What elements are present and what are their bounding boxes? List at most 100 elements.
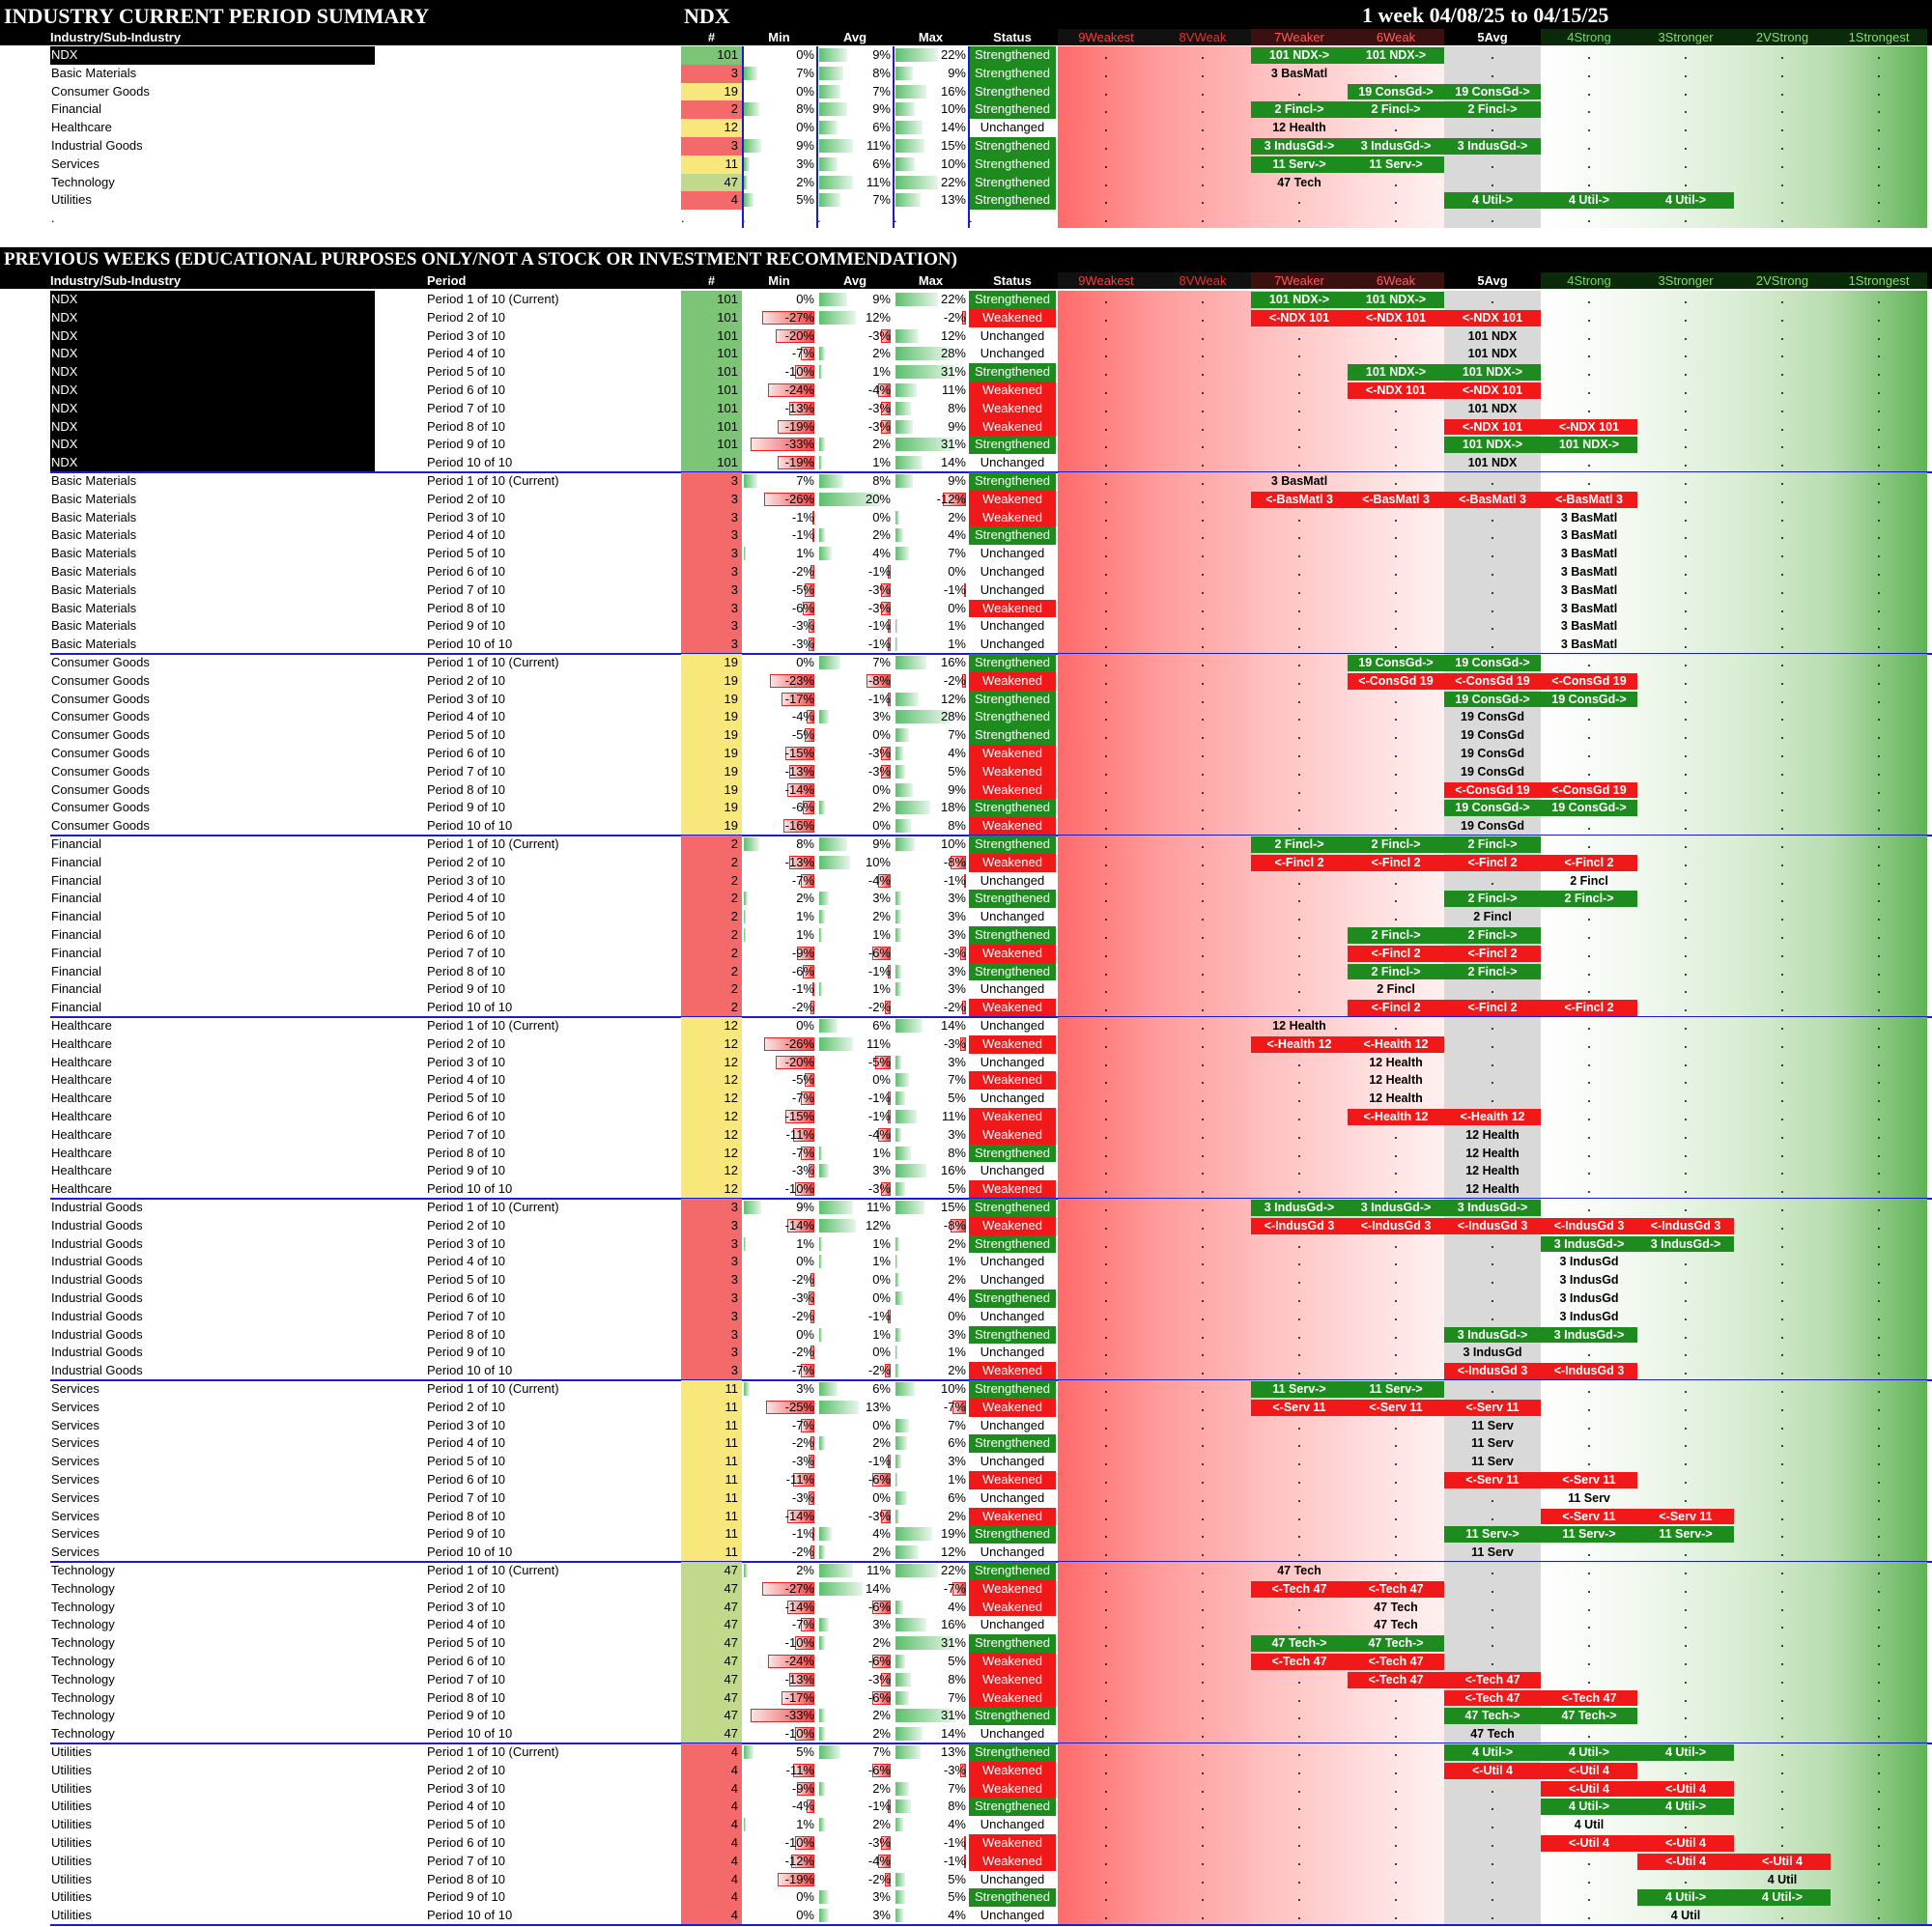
row-bucket-4: . [1348,581,1444,600]
avg-change-value: 6% [872,120,891,135]
row-bucket-label: . [1104,347,1108,361]
row-bucket-7: . [1637,1616,1734,1635]
row-bucket-6: <-Serv 11 [1541,1471,1637,1489]
row-bucket-9: . [1831,291,1927,309]
min-change-value: 1% [796,927,814,942]
max-change-bar [895,1073,909,1088]
row-bucket-label: 4 Util-> [1541,1744,1637,1761]
history-row: Consumer Goods Period 2 of 10 19 -23% -8% -2%… [0,671,1932,691]
max-change-value: 3% [948,1054,966,1069]
min-change-value: 5% [796,192,814,208]
max-change-value: 2% [948,1272,966,1288]
row-bucket-5: <-BasMatl 3 [1444,490,1541,509]
row-bucket-2: . [1154,1779,1251,1799]
row-bucket-6: . [1541,1034,1637,1054]
row-bucket-2: . [1154,1216,1251,1235]
row-bucket-label: . [1780,1672,1784,1686]
industry-name: Utilities [51,192,92,208]
row-bucket-1: . [1058,726,1154,745]
avg-change-bar [819,1909,829,1923]
row-bucket-label: . [1394,1291,1398,1305]
row-bucket-label: . [1104,1600,1108,1614]
row-bucket-label: . [1297,873,1301,888]
row-bucket-7: . [1637,1761,1734,1780]
avg-change-bar [819,1818,826,1832]
row-bucket-4: 2 Fincl-> [1348,926,1444,945]
status-badge: Strengthened [969,526,1056,546]
min-change-bar [789,401,814,415]
row-bucket-label: . [1587,1655,1591,1668]
industry-name: Basic Materials [51,564,137,579]
min-change-bar [783,819,814,834]
row-bucket-label: . [1780,84,1784,99]
min-change-bar [778,419,814,434]
row-bucket-7: . [1637,1653,1734,1671]
max-change: 1% [894,617,968,636]
row-bucket-9: . [1831,119,1927,137]
row-bucket-label: . [1201,1001,1205,1015]
row-bucket-label: . [1684,1490,1688,1505]
min-change-value: 1% [796,1235,814,1251]
row-bucket-label: . [1394,1818,1398,1832]
row-bucket-label: . [1684,1473,1688,1487]
row-bucket-3: . [1251,708,1348,727]
max-change-bar [964,1854,966,1868]
row-bucket-label: . [1491,1382,1494,1396]
industry-name: Financial [51,909,102,924]
industry-name: Utilities [51,1871,92,1886]
status-badge: Weakened [969,1598,1056,1617]
row-bucket-label: . [1104,1036,1108,1051]
previous-header-bucket-3: 7Weaker [1251,272,1348,289]
row-bucket-label: . [1491,212,1494,226]
row-bucket-label: . [1780,383,1784,397]
row-bucket-6: . [1541,1398,1637,1417]
industry-name: Healthcare [51,120,112,135]
min-change-bar [795,365,814,380]
status-badge: Unchanged [980,327,1045,343]
min-change-bar [776,1055,814,1069]
row-bucket-label: 2 Fincl-> [1348,927,1444,944]
row-bucket-1: . [1058,926,1154,945]
row-bucket-label: . [1394,528,1398,543]
row-bucket-9: . [1831,472,1927,491]
row-bucket-3: . [1251,436,1348,455]
max-change-value: 4% [948,527,966,543]
row-bucket-label: . [1491,1854,1494,1868]
stock-count: 2 [681,871,742,891]
max-change-value: 9% [948,418,966,434]
period-label: Period 2 of 10 [427,309,505,325]
row-bucket-7: . [1637,799,1734,818]
min-change: 2% [742,174,816,192]
row-bucket-label: . [1297,764,1301,779]
row-bucket-label: . [1491,510,1494,524]
min-change-value: -4% [791,1799,814,1814]
row-bucket-label: . [1394,401,1398,415]
min-change: -20% [742,327,816,346]
row-bucket-label: . [1877,946,1881,960]
row-bucket-label: . [1587,175,1591,189]
row-bucket-9: . [1831,1434,1927,1454]
row-bucket-9: . [1831,853,1927,872]
row-bucket-8: . [1734,1398,1831,1417]
row-bucket-label: 101 NDX [1467,328,1518,343]
history-row: Services Period 4 of 10 11 -2% 2% 6% Strengthe… [0,1434,1932,1454]
row-bucket-label: . [1297,193,1301,208]
previous-header-bucket-8: 2VStrong [1734,272,1831,289]
row-bucket-label: . [1780,1763,1784,1777]
max-change-bar [962,1001,966,1015]
stock-count: 101 [681,363,742,382]
row-bucket-label: . [1297,1509,1301,1523]
row-bucket-label: . [1587,121,1591,135]
history-row: Utilities Period 10 of 10 4 0% 3% 4% Unchanged… [0,1907,1932,1925]
max-change-bar [895,1273,899,1288]
row-bucket-7: . [1637,1816,1734,1834]
min-change-bar [744,474,757,488]
stock-count: 3 [681,581,742,600]
industry-name: NDX [50,454,375,472]
max-change: 14% [894,454,968,472]
row-bucket-label: . [1297,565,1301,579]
max-change-bar [895,1636,955,1651]
row-bucket-label: . [1297,456,1301,470]
avg-change-bar [819,310,857,325]
period-label: Period 2 of 10 [427,491,505,506]
